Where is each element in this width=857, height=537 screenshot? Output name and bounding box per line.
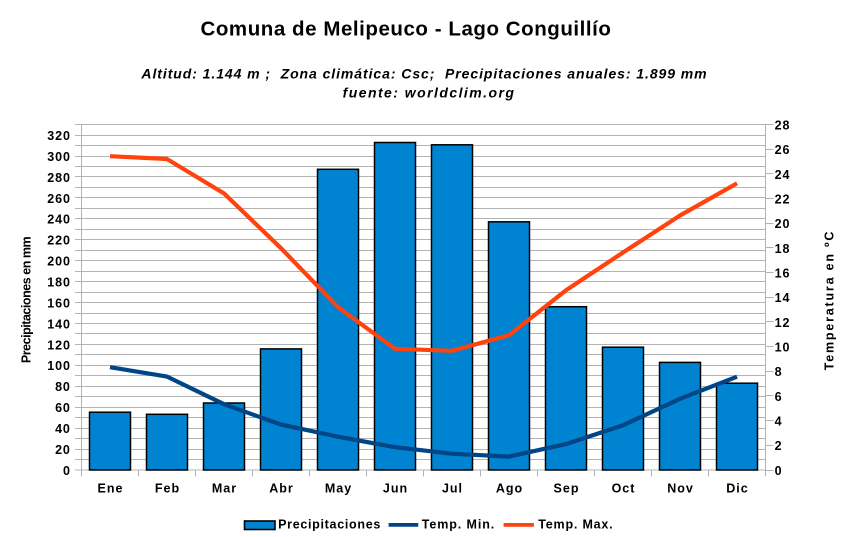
- svg-text:Comuna de Melipeuco - Lago Con: Comuna de Melipeuco - Lago Conguillío: [201, 17, 612, 40]
- svg-text:300: 300: [47, 150, 71, 164]
- svg-text:22: 22: [775, 193, 791, 207]
- svg-text:0: 0: [775, 464, 783, 478]
- svg-text:Mar: Mar: [212, 481, 237, 495]
- svg-text:Temp. Min.: Temp. Min.: [422, 517, 495, 531]
- svg-text:Precipitaciones en mm: Precipitaciones en mm: [20, 236, 34, 363]
- svg-text:Temperatura en ºC: Temperatura en ºC: [823, 230, 837, 371]
- svg-text:320: 320: [47, 129, 71, 143]
- svg-text:18: 18: [775, 242, 791, 256]
- svg-text:10: 10: [775, 341, 791, 355]
- svg-text:Oct: Oct: [612, 481, 636, 495]
- svg-text:fuente: worldclim.org: fuente: worldclim.org: [343, 85, 516, 101]
- svg-text:0: 0: [63, 464, 71, 478]
- svg-text:24: 24: [775, 168, 791, 182]
- svg-text:26: 26: [775, 143, 791, 157]
- svg-text:Ene: Ene: [98, 481, 124, 495]
- svg-text:Feb: Feb: [155, 481, 180, 495]
- svg-text:80: 80: [55, 380, 71, 394]
- svg-text:100: 100: [47, 359, 71, 373]
- svg-text:Ago: Ago: [496, 481, 523, 495]
- svg-text:Abr: Abr: [269, 481, 294, 495]
- svg-text:Nov: Nov: [667, 481, 694, 495]
- svg-text:2: 2: [775, 439, 783, 453]
- svg-text:20: 20: [775, 217, 791, 231]
- svg-text:Jul: Jul: [442, 481, 463, 495]
- svg-text:40: 40: [55, 422, 71, 436]
- svg-text:14: 14: [775, 291, 791, 305]
- svg-text:Altitud: 1.144 m ; Zona climá: Altitud: 1.144 m ; Zona climática: Csc; …: [140, 66, 707, 82]
- svg-text:280: 280: [47, 171, 71, 185]
- svg-text:60: 60: [55, 401, 71, 415]
- svg-text:200: 200: [47, 255, 71, 269]
- svg-text:140: 140: [47, 317, 71, 331]
- svg-text:Precipitaciones: Precipitaciones: [278, 517, 381, 531]
- svg-text:8: 8: [775, 365, 783, 379]
- svg-text:Dic: Dic: [726, 481, 748, 495]
- svg-text:220: 220: [47, 234, 71, 248]
- svg-text:6: 6: [775, 390, 783, 404]
- svg-text:12: 12: [775, 316, 791, 330]
- svg-text:120: 120: [47, 338, 71, 352]
- svg-text:20: 20: [55, 443, 71, 457]
- svg-text:240: 240: [47, 213, 71, 227]
- svg-text:Temp. Max.: Temp. Max.: [538, 517, 613, 531]
- svg-text:180: 180: [47, 276, 71, 290]
- svg-text:4: 4: [775, 415, 783, 429]
- svg-text:160: 160: [47, 296, 71, 310]
- svg-text:260: 260: [47, 192, 71, 206]
- svg-text:28: 28: [775, 119, 791, 133]
- svg-text:May: May: [325, 481, 352, 495]
- svg-text:Sep: Sep: [554, 481, 580, 495]
- svg-text:Jun: Jun: [383, 481, 408, 495]
- svg-text:16: 16: [775, 267, 791, 281]
